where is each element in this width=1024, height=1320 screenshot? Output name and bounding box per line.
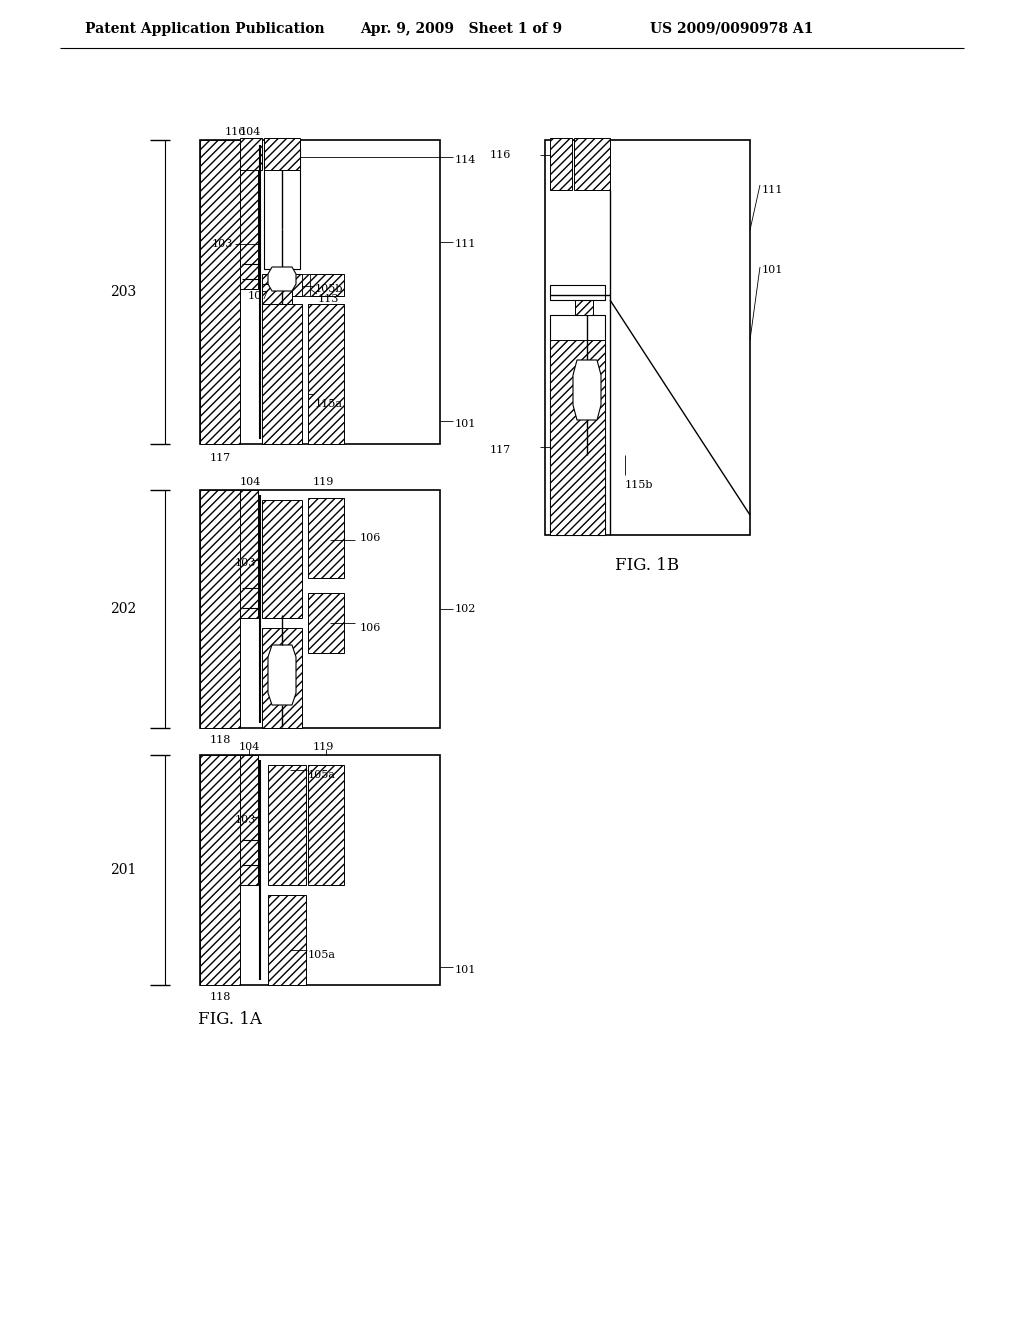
- Text: 111: 111: [762, 185, 783, 195]
- Text: 114: 114: [455, 154, 476, 165]
- Bar: [200, 490, 440, 729]
- Bar: [262, 284, 292, 304]
- Bar: [264, 148, 300, 269]
- Bar: [308, 304, 344, 444]
- Text: 118: 118: [209, 993, 230, 1002]
- Bar: [308, 593, 344, 653]
- Bar: [550, 139, 572, 190]
- Text: 104: 104: [240, 127, 261, 137]
- Text: 103: 103: [234, 814, 256, 825]
- Text: 115b: 115b: [625, 480, 653, 490]
- Polygon shape: [268, 645, 296, 705]
- Text: 113: 113: [318, 294, 339, 304]
- Text: 103: 103: [212, 239, 233, 249]
- Text: 116: 116: [490, 150, 511, 160]
- Bar: [200, 140, 440, 444]
- Text: 102: 102: [455, 605, 476, 614]
- Text: Apr. 9, 2009   Sheet 1 of 9: Apr. 9, 2009 Sheet 1 of 9: [360, 22, 562, 36]
- Bar: [200, 140, 240, 444]
- Bar: [308, 766, 344, 884]
- Text: 101: 101: [762, 265, 783, 275]
- Bar: [240, 490, 258, 618]
- Text: Patent Application Publication: Patent Application Publication: [85, 22, 325, 36]
- Bar: [268, 895, 306, 985]
- Bar: [200, 490, 240, 729]
- Text: 111: 111: [455, 239, 476, 249]
- Text: 117: 117: [490, 445, 511, 455]
- Text: 106: 106: [360, 533, 381, 543]
- Bar: [308, 498, 344, 578]
- Text: 103: 103: [234, 558, 256, 568]
- Text: 117: 117: [209, 453, 230, 463]
- Text: 119: 119: [313, 477, 335, 487]
- Bar: [240, 139, 262, 170]
- Bar: [545, 140, 750, 535]
- Text: FIG. 1A: FIG. 1A: [198, 1011, 262, 1028]
- Text: 107: 107: [248, 290, 269, 301]
- Bar: [550, 315, 605, 535]
- Bar: [302, 275, 310, 296]
- Text: 203: 203: [110, 285, 136, 300]
- Bar: [200, 755, 240, 985]
- Text: 105b: 105b: [315, 284, 343, 294]
- Bar: [550, 285, 605, 300]
- Text: US 2009/0090978 A1: US 2009/0090978 A1: [650, 22, 813, 36]
- Text: 201: 201: [110, 863, 136, 876]
- Text: 116: 116: [224, 127, 246, 137]
- Bar: [264, 139, 300, 170]
- Bar: [262, 275, 302, 296]
- Bar: [200, 755, 440, 985]
- Bar: [262, 500, 302, 618]
- Bar: [268, 766, 306, 884]
- Bar: [240, 755, 258, 884]
- Polygon shape: [268, 267, 296, 290]
- Bar: [550, 341, 605, 535]
- Text: 119: 119: [313, 742, 335, 752]
- Bar: [308, 275, 344, 296]
- Text: 101: 101: [455, 965, 476, 975]
- Text: 105a: 105a: [308, 770, 336, 780]
- Text: 202: 202: [110, 602, 136, 616]
- Text: 101: 101: [455, 418, 476, 429]
- Bar: [575, 297, 593, 315]
- Text: 115a: 115a: [315, 399, 343, 409]
- Bar: [262, 628, 302, 729]
- Text: 106: 106: [360, 623, 381, 634]
- Bar: [574, 139, 610, 190]
- Text: 104: 104: [240, 477, 261, 487]
- Bar: [262, 304, 302, 444]
- Text: FIG. 1B: FIG. 1B: [615, 557, 679, 573]
- Text: 105a: 105a: [308, 950, 336, 960]
- Text: 118: 118: [209, 735, 230, 744]
- Polygon shape: [573, 360, 601, 420]
- Text: 104: 104: [239, 742, 260, 752]
- Bar: [240, 150, 258, 289]
